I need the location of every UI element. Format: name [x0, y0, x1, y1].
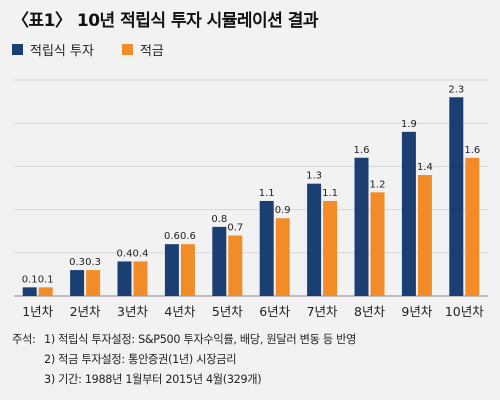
data-label-series-0-5: 0.8 — [211, 214, 227, 225]
bar-series-1-10 — [465, 157, 480, 296]
x-tick-label-8: 8년차 — [354, 304, 385, 319]
data-label-series-1-4: 0.6 — [180, 231, 196, 242]
bar-series-0-6 — [259, 200, 274, 296]
data-label-series-1-3: 0.4 — [133, 248, 149, 259]
bar-series-1-2 — [86, 270, 101, 296]
data-label-series-0-7: 1.3 — [306, 171, 322, 182]
legend-label-series-1: 적금 — [139, 44, 164, 59]
data-label-series-1-10: 1.6 — [464, 145, 480, 156]
bar-series-0-3 — [117, 261, 132, 296]
bar-series-0-4 — [164, 244, 179, 296]
x-tick-label-1: 1년차 — [22, 304, 53, 319]
x-tick-label-4: 4년차 — [164, 304, 195, 319]
data-label-series-1-5: 0.7 — [227, 223, 243, 234]
bar-series-1-9 — [417, 175, 432, 296]
bar-series-1-4 — [180, 244, 195, 296]
bar-series-0-10 — [449, 97, 464, 296]
x-tick-label-7: 7년차 — [307, 304, 338, 319]
chart-title: 〈표1〉 10년 적립식 투자 시뮬레이션 결과 — [12, 11, 319, 31]
x-tick-label-5: 5년차 — [212, 304, 243, 319]
legend: 적립식 투자 적금 — [12, 40, 192, 59]
data-label-series-1-9: 1.4 — [417, 162, 433, 173]
footnote-line-3: 3) 기간: 1988년 1월부터 2015년 4월(329개) — [12, 370, 356, 390]
data-label-series-0-9: 1.9 — [401, 119, 417, 130]
bar-series-1-7 — [323, 200, 338, 296]
bar-series-1-5 — [228, 235, 243, 296]
x-tick-label-2: 2년차 — [70, 304, 101, 319]
footnote-prefix: 주석: — [12, 333, 36, 346]
bar-series-1-3 — [133, 261, 148, 296]
footnote-line-2: 2) 적금 투자설정: 통안증권(1년) 시장금리 — [12, 350, 356, 370]
footnote-text-3: 3) 기간: 1988년 1월부터 2015년 4월(329개) — [44, 373, 262, 386]
legend-swatch-series-0 — [12, 44, 23, 55]
x-tick-label-10: 10년차 — [445, 304, 484, 319]
footnote-text-2: 2) 적금 투자설정: 통안증권(1년) 시장금리 — [44, 353, 237, 366]
footnotes: 주석: 1) 적립식 투자설정: S&P500 투자수익률, 배당, 원달러 변… — [12, 330, 356, 390]
legend-swatch-series-1 — [121, 44, 133, 55]
data-label-series-1-1: 0.1 — [38, 274, 54, 285]
x-tick-label-9: 9년차 — [401, 304, 432, 319]
legend-item-series-0: 적립식 투자 — [12, 40, 94, 59]
data-label-series-0-2: 0.3 — [69, 257, 85, 268]
x-tick-label-6: 6년차 — [259, 304, 290, 319]
data-label-series-0-4: 0.6 — [164, 231, 180, 242]
legend-label-series-0: 적립식 투자 — [30, 44, 94, 59]
legend-item-series-1: 적금 — [121, 40, 164, 59]
x-tick-label-3: 3년차 — [117, 304, 148, 319]
bar-series-1-6 — [275, 218, 290, 296]
bar-series-1-1 — [38, 287, 53, 296]
data-label-series-0-8: 1.6 — [354, 145, 370, 156]
data-label-series-0-10: 2.3 — [448, 84, 464, 95]
bar-series-0-9 — [401, 131, 416, 296]
bar-series-0-7 — [307, 183, 322, 296]
footnote-line-1: 주석: 1) 적립식 투자설정: S&P500 투자수익률, 배당, 원달러 변… — [12, 330, 356, 350]
data-label-series-0-1: 0.1 — [22, 274, 38, 285]
data-label-series-0-6: 1.1 — [259, 188, 275, 199]
data-label-series-1-2: 0.3 — [85, 257, 101, 268]
bar-series-1-8 — [370, 192, 385, 296]
footnote-text-1: 1) 적립식 투자설정: S&P500 투자수익률, 배당, 원달러 변동 등 … — [44, 333, 357, 346]
bar-series-0-1 — [22, 287, 37, 296]
bar-series-0-2 — [70, 270, 85, 296]
data-label-series-0-3: 0.4 — [117, 248, 133, 259]
data-label-series-1-8: 1.2 — [370, 179, 386, 190]
bar-series-0-8 — [354, 157, 369, 296]
data-label-series-1-6: 0.9 — [275, 205, 291, 216]
bar-series-0-5 — [212, 226, 227, 296]
data-label-series-1-7: 1.1 — [322, 188, 338, 199]
